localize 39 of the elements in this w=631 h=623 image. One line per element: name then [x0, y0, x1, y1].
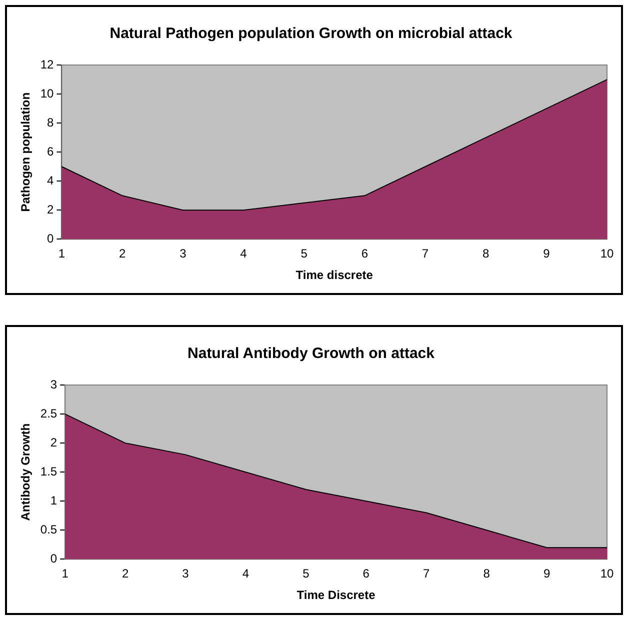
- y-tick-label: 1.5: [40, 464, 58, 478]
- x-axis-title: Time Discrete: [296, 588, 376, 602]
- x-tick-label: 8: [482, 246, 490, 261]
- y-tick-label: 0.5: [40, 522, 58, 536]
- y-tick-label: 2: [47, 202, 54, 216]
- y-tick-label: 3: [50, 377, 58, 392]
- y-tick-label: 4: [47, 173, 54, 188]
- x-tick-label: 2: [122, 566, 129, 581]
- x-tick-label: 7: [422, 246, 429, 261]
- x-tick-label: 1: [62, 566, 69, 581]
- chart-title: Natural Antibody Growth on attack: [188, 345, 436, 362]
- x-tick-label: 10: [600, 246, 614, 261]
- x-tick-label: 3: [180, 246, 187, 261]
- x-tick-label: 9: [543, 566, 550, 581]
- x-axis-title: Time discrete: [296, 268, 374, 282]
- x-tick-label: 5: [302, 566, 310, 581]
- y-tick-label: 0: [50, 552, 58, 566]
- y-tick-label: 10: [40, 86, 54, 100]
- x-tick-label: 8: [483, 566, 490, 581]
- y-axis-title: Antibody Growth: [18, 423, 33, 521]
- y-tick-label: 12: [40, 57, 54, 72]
- x-tick-label: 4: [240, 246, 248, 261]
- y-axis-title: Pathogen population: [18, 92, 33, 212]
- y-tick-label: 1: [50, 493, 58, 508]
- x-tick-label: 10: [600, 566, 614, 581]
- y-tick-label: 2: [50, 435, 58, 450]
- y-tick-label: 8: [47, 115, 54, 130]
- x-tick-label: 3: [182, 566, 190, 581]
- y-tick-label: 0: [47, 232, 54, 246]
- y-tick-label: 2.5: [40, 406, 58, 420]
- x-tick-label: 5: [300, 246, 308, 261]
- x-tick-label: 2: [118, 246, 126, 261]
- y-tick-label: 6: [47, 144, 54, 158]
- x-tick-label: 6: [362, 566, 370, 581]
- x-tick-label: 9: [543, 246, 550, 261]
- chart-title: Natural Pathogen population Growth on microbial attack: [110, 25, 513, 42]
- x-tick-label: 6: [361, 246, 368, 261]
- x-tick-label: 4: [242, 566, 250, 581]
- x-tick-label: 7: [423, 566, 430, 581]
